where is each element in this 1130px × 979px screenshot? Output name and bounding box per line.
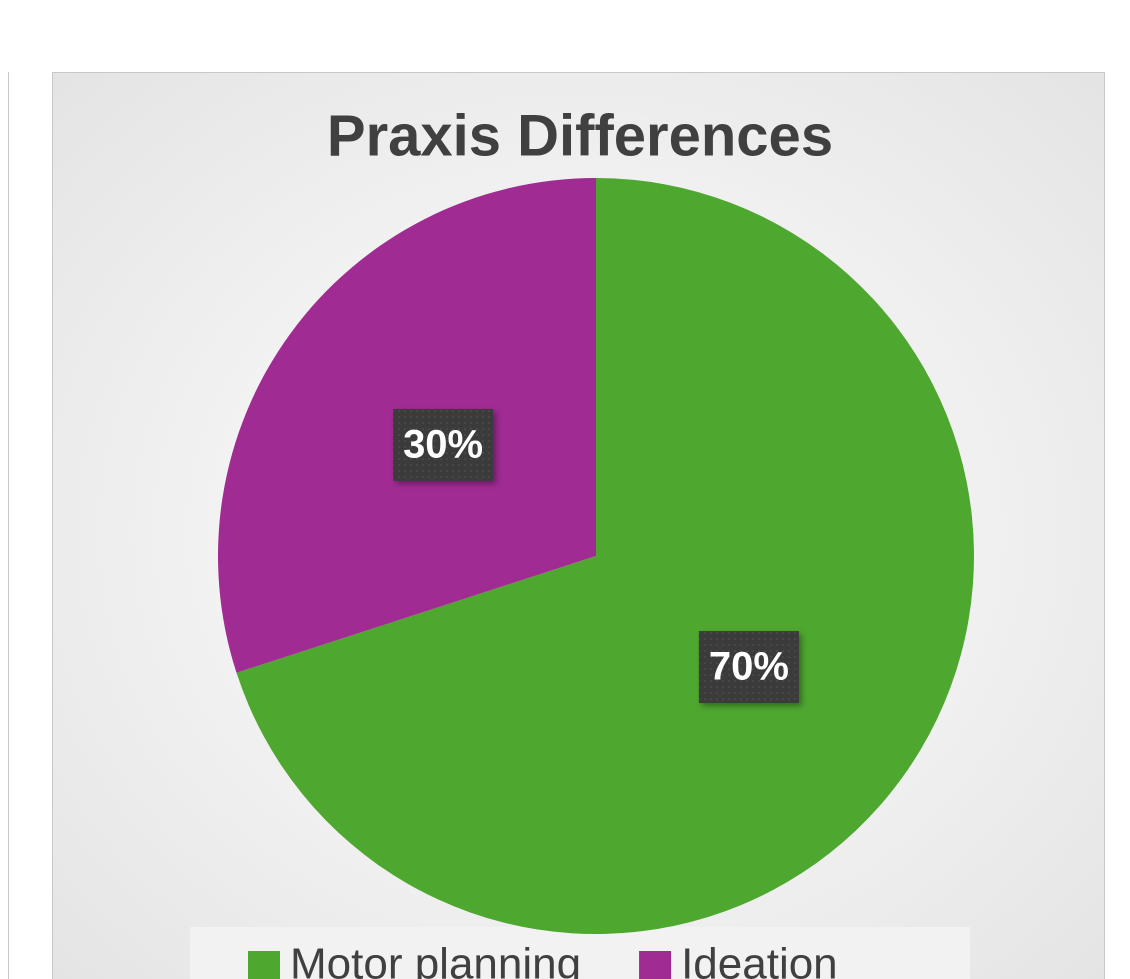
data-label-box xyxy=(698,631,799,704)
legend-box xyxy=(190,927,970,979)
legend-label: Ideation xyxy=(681,940,838,979)
pie xyxy=(217,178,975,934)
pie-slice xyxy=(236,178,975,934)
legend: Motor planning Ideation xyxy=(248,940,838,979)
data-labels: 70% 30% xyxy=(393,408,799,704)
data-label: 70% xyxy=(698,631,799,704)
chart-title: Praxis Differences xyxy=(327,103,833,168)
legend-swatch xyxy=(248,951,280,979)
data-label-box xyxy=(393,408,494,481)
data-label-text: 70% xyxy=(709,645,789,689)
legend-label: Motor planning xyxy=(290,940,581,979)
data-label: 30% xyxy=(393,408,494,481)
data-label-text: 30% xyxy=(403,422,483,466)
legend-swatch xyxy=(639,951,672,979)
